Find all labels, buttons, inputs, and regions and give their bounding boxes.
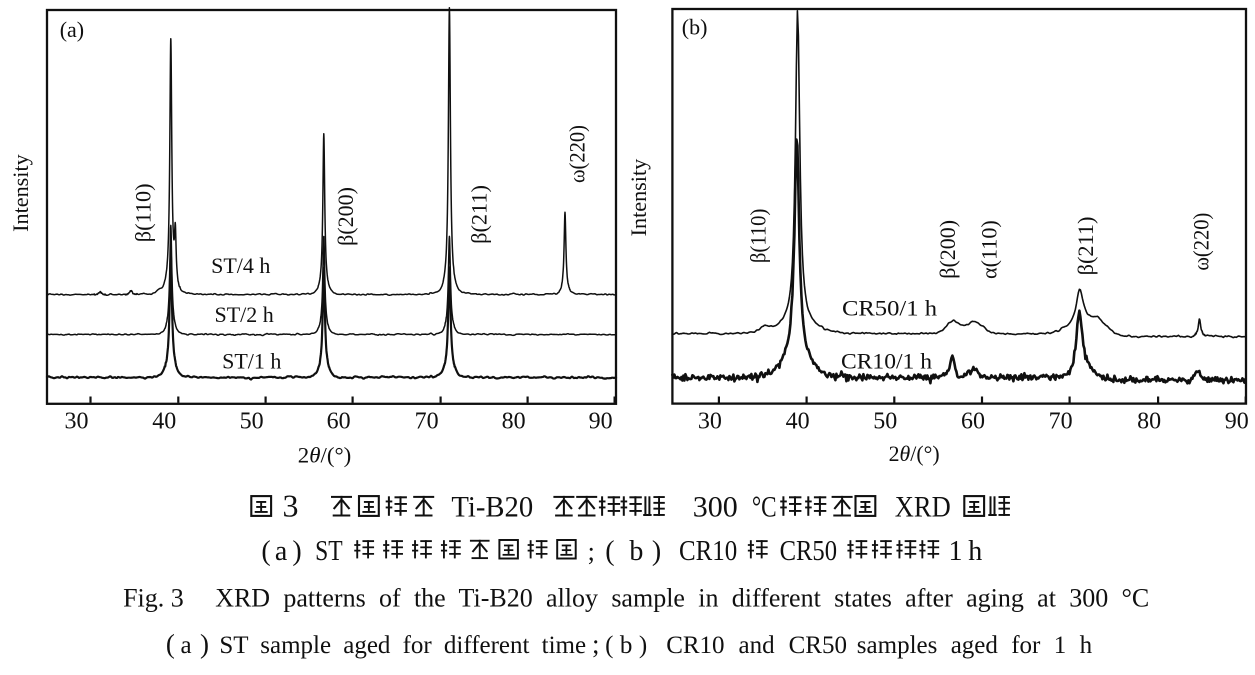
svg-text:ST/2 h: ST/2 h bbox=[215, 302, 274, 327]
svg-text:h: h bbox=[968, 536, 982, 567]
svg-text:°C: °C bbox=[752, 491, 777, 524]
svg-text:50: 50 bbox=[873, 409, 897, 435]
svg-text:2θ/(°): 2θ/(°) bbox=[889, 441, 940, 466]
svg-text:CR50/1 h: CR50/1 h bbox=[842, 296, 937, 321]
svg-text:80: 80 bbox=[502, 409, 526, 435]
svg-text:70: 70 bbox=[1049, 409, 1073, 435]
svg-text:3: 3 bbox=[283, 488, 299, 524]
svg-text:Fig. 3: Fig. 3 bbox=[123, 584, 184, 613]
svg-text:): ) bbox=[652, 536, 661, 567]
svg-text:β(110): β(110) bbox=[130, 183, 155, 242]
svg-text:β(200): β(200) bbox=[333, 187, 358, 246]
svg-text:40: 40 bbox=[786, 409, 810, 435]
svg-text:b: b bbox=[629, 536, 643, 567]
svg-text:(b): (b) bbox=[682, 15, 708, 40]
svg-text:Intensity: Intensity bbox=[626, 159, 651, 237]
svg-text:300: 300 bbox=[693, 491, 738, 524]
svg-text:β(211): β(211) bbox=[1073, 217, 1098, 276]
svg-text:50: 50 bbox=[240, 409, 264, 435]
svg-text:40: 40 bbox=[152, 409, 176, 435]
svg-text:a: a bbox=[181, 632, 192, 659]
svg-text:β(211): β(211) bbox=[467, 185, 492, 244]
svg-text:(a): (a) bbox=[60, 17, 84, 42]
svg-text:60: 60 bbox=[327, 409, 351, 435]
svg-text:): ) bbox=[200, 629, 209, 659]
svg-text:ST/1 h: ST/1 h bbox=[222, 349, 281, 374]
svg-text:samples aged for 1 h: samples aged for 1 h bbox=[857, 632, 1093, 659]
svg-text:ω(220): ω(220) bbox=[1188, 213, 1213, 271]
svg-text:90: 90 bbox=[1225, 409, 1249, 435]
svg-text:CR10/1 h: CR10/1 h bbox=[841, 349, 932, 374]
svg-text:β(200): β(200) bbox=[935, 220, 960, 279]
svg-text:ST/4 h: ST/4 h bbox=[211, 253, 270, 278]
svg-text:ST: ST bbox=[315, 536, 343, 567]
svg-text:(: ( bbox=[166, 629, 175, 659]
svg-text:80: 80 bbox=[1137, 409, 1161, 435]
svg-text:1: 1 bbox=[949, 536, 963, 567]
svg-text:(: ( bbox=[605, 536, 614, 567]
svg-text:(b): (b) bbox=[605, 632, 654, 659]
svg-text:Ti-B20: Ti-B20 bbox=[451, 491, 533, 524]
svg-text:30: 30 bbox=[698, 409, 722, 435]
svg-text:): ) bbox=[292, 536, 301, 567]
svg-text:Intensity: Intensity bbox=[8, 154, 33, 232]
svg-text:(: ( bbox=[261, 536, 270, 567]
svg-text:CR10: CR10 bbox=[679, 536, 737, 567]
svg-text:ST sample aged for different t: ST sample aged for different time bbox=[219, 632, 586, 659]
svg-text:90: 90 bbox=[589, 409, 613, 435]
svg-text:a: a bbox=[275, 536, 288, 567]
svg-text:2θ/(°): 2θ/(°) bbox=[298, 443, 352, 468]
svg-text:ω(220): ω(220) bbox=[565, 125, 590, 183]
svg-text:;: ; bbox=[588, 537, 595, 566]
svg-text:α(110): α(110) bbox=[977, 220, 1002, 279]
svg-text:XRD patterns of the Ti-B20 all: XRD patterns of the Ti-B20 alloy sample … bbox=[215, 584, 1149, 613]
svg-text:70: 70 bbox=[415, 409, 439, 435]
svg-text:30: 30 bbox=[65, 409, 89, 435]
svg-text:60: 60 bbox=[961, 409, 985, 435]
svg-text:CR50: CR50 bbox=[780, 536, 837, 567]
svg-text:;: ; bbox=[592, 629, 600, 659]
svg-text:XRD: XRD bbox=[895, 491, 951, 524]
svg-text:β(110): β(110) bbox=[746, 209, 771, 264]
svg-text:CR10 and CR50: CR10 and CR50 bbox=[666, 632, 847, 659]
